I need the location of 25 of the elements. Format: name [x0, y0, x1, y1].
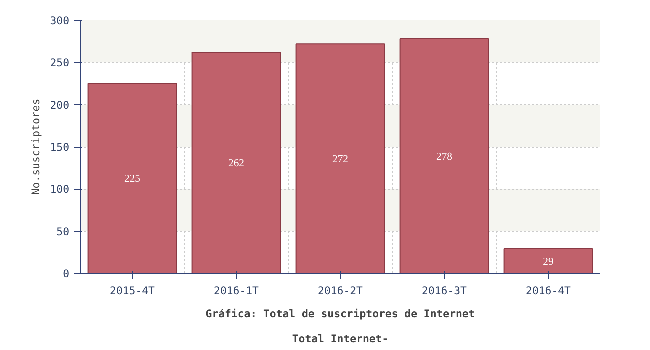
y-tick-label: 50	[56, 225, 70, 238]
y-tick-label: 0	[63, 268, 70, 280]
x-tick-label: 2016-3T	[422, 284, 468, 298]
data-label: 29	[543, 256, 554, 268]
x-tick-label: 2015-4T	[110, 284, 156, 298]
x-tick-label: 2016-4T	[526, 284, 572, 298]
text: Gráfica: Total de suscriptores de Internet	[206, 308, 476, 320]
y-tick-label: 300	[50, 14, 70, 28]
y-tick-label: 100	[50, 183, 70, 196]
y-axis-title: No.suscriptores	[29, 98, 42, 196]
text: Total Internet-	[292, 332, 389, 346]
data-label: 272	[332, 154, 348, 166]
x-tick-label: 2016-2T	[318, 284, 364, 298]
bar	[400, 38, 490, 274]
bar	[88, 83, 178, 274]
bar	[504, 248, 594, 274]
data-label: 225	[124, 174, 140, 186]
x-tick-label: 2016-1T	[214, 284, 260, 298]
data-label: 278	[436, 152, 452, 163]
y-tick-label: 200	[50, 98, 70, 112]
y-tick-label: 250	[50, 56, 70, 70]
y-tick-label: 150	[50, 141, 70, 154]
data-label: 262	[228, 158, 244, 170]
bar	[192, 52, 282, 274]
bar	[296, 44, 386, 274]
